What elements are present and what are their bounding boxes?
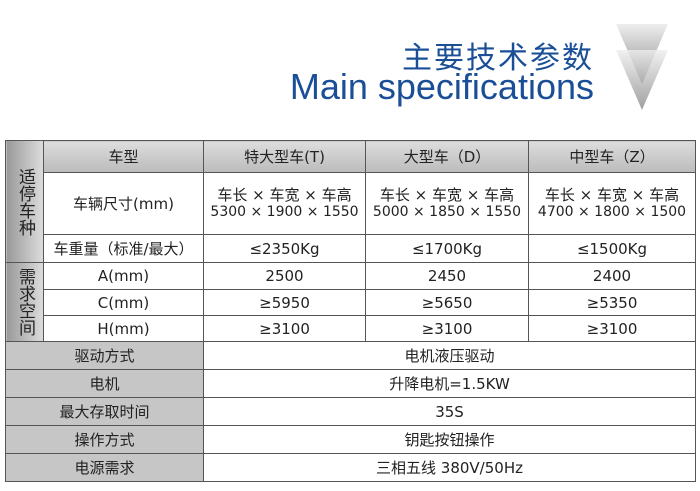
common-value: 35S [203, 397, 696, 426]
common-value: 钥匙按钮操作 [203, 425, 696, 454]
space-row-a: 需求空间 A(mm) 2500 2450 2400 [5, 262, 696, 342]
size-cell-z: 车长 × 车宽 × 车高 4700 × 1800 × 1500 [528, 172, 696, 235]
space-label: H(mm) [43, 315, 204, 342]
space-value: ≥3100 [528, 315, 696, 342]
common-label: 最大存取时间 [5, 397, 204, 426]
size-header: 车长 × 车宽 × 车高 [217, 186, 352, 205]
space-value: 2500 [203, 262, 366, 290]
common-value: 三相五线 380V/50Hz [203, 453, 696, 482]
column-header-z: 中型车（Z） [528, 140, 696, 173]
title-chinese: 主要技术参数 [402, 41, 594, 76]
common-row: 最大存取时间 35S [5, 397, 696, 426]
group-label-space: 需求空间 [5, 262, 44, 342]
size-value: 5000 × 1850 × 1550 [372, 204, 522, 221]
down-chevron-icon [616, 24, 668, 110]
size-header: 车长 × 车宽 × 车高 [379, 186, 515, 205]
common-label: 驱动方式 [5, 341, 204, 370]
weight-d: ≤1700Kg [365, 234, 529, 263]
weight-z: ≤1500Kg [528, 234, 696, 263]
size-value: 4700 × 1800 × 1500 [537, 204, 687, 221]
title-english: Main specifications [289, 66, 594, 107]
common-label: 操作方式 [5, 425, 204, 454]
group-label-vehicle: 适停车种 [5, 140, 44, 263]
common-label: 电机 [5, 369, 204, 398]
space-value: ≥5950 [203, 289, 366, 316]
space-label: C(mm) [43, 289, 204, 316]
column-header-t: 特大型车(T) [203, 140, 366, 173]
space-value: ≥3100 [203, 315, 366, 342]
common-row: 操作方式 钥匙按钮操作 [5, 425, 696, 454]
space-value: 2400 [528, 262, 696, 290]
space-value: ≥5650 [365, 289, 529, 316]
spec-table: 适停车种 车型 特大型车(T) 大型车（D） 中型车（Z） 车辆尺寸(mm) 车… [5, 140, 696, 482]
space-value: 2450 [365, 262, 529, 290]
weight-t: ≤2350Kg [203, 234, 366, 263]
common-row: 电源需求 三相五线 380V/50Hz [5, 453, 696, 482]
size-cell-d: 车长 × 车宽 × 车高 5000 × 1850 × 1550 [365, 172, 529, 235]
common-value: 电机液压驱动 [203, 341, 696, 370]
common-value: 升降电机=1.5KW [203, 369, 696, 398]
size-header: 车长 × 车宽 × 车高 [544, 186, 680, 205]
space-value: ≥5350 [528, 289, 696, 316]
size-label: 车辆尺寸(mm) [43, 172, 204, 235]
space-label: A(mm) [43, 262, 204, 290]
common-row: 驱动方式 电机液压驱动 [5, 341, 696, 370]
column-header-d: 大型车（D） [365, 140, 529, 173]
column-header-type: 车型 [43, 140, 204, 173]
weight-label: 车重量（标准/最大） [43, 234, 204, 263]
size-cell-t: 车长 × 车宽 × 车高 5300 × 1900 × 1550 [203, 172, 366, 235]
space-value: ≥3100 [365, 315, 529, 342]
space-row-h: H(mm) ≥3100 ≥3100 ≥3100 [6, 315, 696, 342]
common-label: 电源需求 [5, 453, 204, 482]
size-value: 5300 × 1900 × 1550 [210, 204, 359, 221]
space-row-c: C(mm) ≥5950 ≥5650 ≥5350 [6, 289, 696, 316]
weight-row: 车重量（标准/最大） ≤2350Kg ≤1700Kg ≤1500Kg [6, 234, 696, 263]
size-row: 车辆尺寸(mm) 车长 × 车宽 × 车高 5300 × 1900 × 1550 … [6, 172, 696, 235]
common-row: 电机 升降电机=1.5KW [5, 369, 696, 398]
